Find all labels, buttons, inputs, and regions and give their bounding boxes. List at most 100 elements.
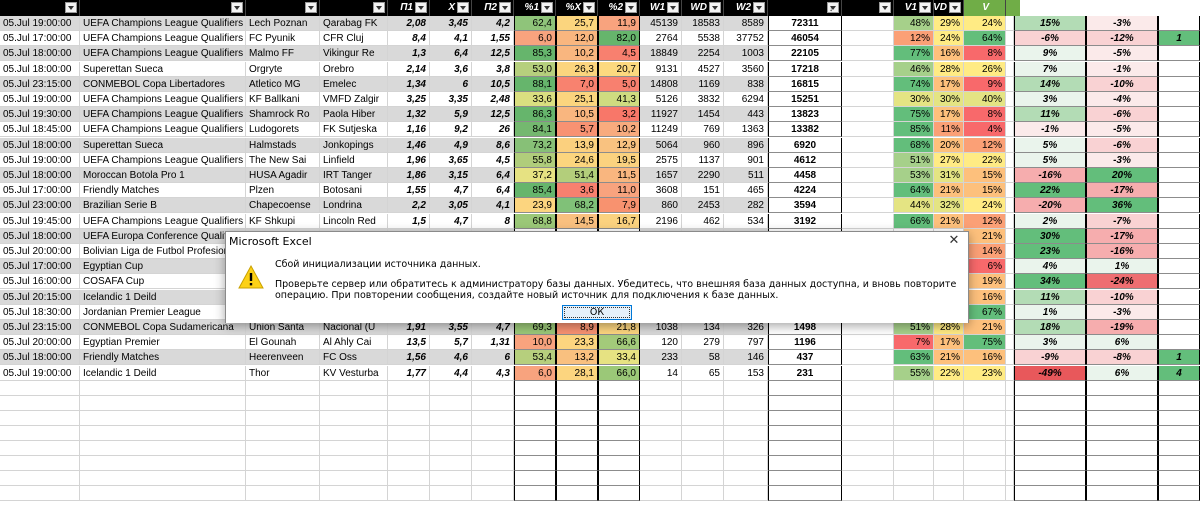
cell-w1[interactable]: 860 — [640, 198, 682, 213]
cell-pctx[interactable]: 7,0 — [556, 77, 598, 92]
cell-vd[interactable]: 16% — [934, 46, 964, 61]
cell-blank[interactable] — [842, 168, 894, 183]
cell-wd[interactable]: 65 — [682, 366, 724, 381]
cell-gap[interactable] — [1006, 198, 1014, 213]
cell-total[interactable]: 3192 — [768, 214, 842, 229]
empty-cell[interactable] — [934, 471, 964, 486]
cell-e2[interactable]: 36% — [1086, 198, 1158, 213]
cell-w2[interactable]: 326 — [724, 320, 768, 335]
empty-cell[interactable] — [1006, 426, 1014, 441]
cell-away[interactable]: Botosani — [320, 183, 388, 198]
cell-league[interactable]: Egyptian Premier — [80, 335, 246, 350]
cell-e3[interactable] — [1158, 244, 1200, 259]
empty-cell[interactable] — [724, 426, 768, 441]
cell-wd[interactable]: 18583 — [682, 16, 724, 31]
cell-vd[interactable]: 22% — [934, 366, 964, 381]
empty-cell[interactable] — [894, 471, 934, 486]
cell-league[interactable]: Icelandic 1 Deild — [80, 290, 246, 305]
cell-gap[interactable] — [1006, 168, 1014, 183]
cell-e3[interactable] — [1158, 229, 1200, 244]
cell-total[interactable]: 6920 — [768, 138, 842, 153]
cell-total[interactable]: 4612 — [768, 153, 842, 168]
cell-wd[interactable]: 5538 — [682, 31, 724, 46]
cell-blank[interactable] — [842, 335, 894, 350]
cell-away[interactable]: KV Vesturba — [320, 366, 388, 381]
cell-e3[interactable] — [1158, 107, 1200, 122]
empty-cell[interactable] — [964, 426, 1006, 441]
cell-wd[interactable]: 2254 — [682, 46, 724, 61]
empty-cell[interactable] — [556, 381, 598, 396]
empty-cell[interactable] — [514, 426, 556, 441]
cell-date[interactable]: 05.Jul 17:00:00 — [0, 31, 80, 46]
cell-pctx[interactable]: 26,3 — [556, 62, 598, 77]
cell-pct1[interactable]: 37,2 — [514, 168, 556, 183]
cell-w1[interactable]: 14 — [640, 366, 682, 381]
cell-v1[interactable]: 48% — [894, 16, 934, 31]
empty-cell[interactable] — [472, 396, 514, 411]
cell-gap[interactable] — [1006, 31, 1014, 46]
cell-w1[interactable]: 18849 — [640, 46, 682, 61]
cell-pct2[interactable]: 12,9 — [598, 138, 640, 153]
cell-e2[interactable]: -3% — [1086, 16, 1158, 31]
cell-blank[interactable] — [842, 16, 894, 31]
cell-x[interactable]: 3,35 — [430, 92, 472, 107]
cell-v2[interactable]: 6% — [964, 259, 1006, 274]
cell-blank[interactable] — [842, 62, 894, 77]
cell-p1[interactable]: 1,86 — [388, 168, 430, 183]
cell-pct1[interactable]: 86,3 — [514, 107, 556, 122]
cell-x[interactable]: 6 — [430, 77, 472, 92]
cell-e3[interactable] — [1158, 290, 1200, 305]
cell-pct1[interactable]: 6,0 — [514, 366, 556, 381]
empty-cell[interactable] — [894, 411, 934, 426]
cell-e2[interactable]: -8% — [1086, 350, 1158, 365]
cell-gap[interactable] — [1006, 77, 1014, 92]
cell-v1[interactable]: 30% — [894, 92, 934, 107]
empty-cell[interactable] — [246, 411, 320, 426]
cell-v2[interactable]: 21% — [964, 229, 1006, 244]
cell-e3[interactable] — [1158, 320, 1200, 335]
cell-pctx[interactable]: 14,5 — [556, 214, 598, 229]
cell-p2[interactable]: 4,1 — [472, 198, 514, 213]
cell-pct2[interactable]: 19,5 — [598, 153, 640, 168]
empty-cell[interactable] — [472, 441, 514, 456]
empty-cell[interactable] — [682, 441, 724, 456]
cell-home[interactable]: Atletico MG — [246, 77, 320, 92]
empty-cell[interactable] — [724, 486, 768, 501]
cell-e2[interactable]: -5% — [1086, 122, 1158, 137]
cell-away[interactable]: FC Oss — [320, 350, 388, 365]
empty-cell[interactable] — [682, 426, 724, 441]
cell-e3[interactable] — [1158, 335, 1200, 350]
empty-cell[interactable] — [80, 486, 246, 501]
cell-blank[interactable] — [842, 31, 894, 46]
cell-w1[interactable]: 1038 — [640, 320, 682, 335]
cell-away[interactable]: Qarabag FK — [320, 16, 388, 31]
empty-cell[interactable] — [1158, 471, 1200, 486]
cell-x[interactable]: 3,55 — [430, 320, 472, 335]
cell-blank[interactable] — [842, 320, 894, 335]
empty-cell[interactable] — [1006, 396, 1014, 411]
empty-cell[interactable] — [0, 441, 80, 456]
cell-p1[interactable]: 1,34 — [388, 77, 430, 92]
empty-cell[interactable] — [1014, 471, 1086, 486]
cell-w1[interactable]: 1657 — [640, 168, 682, 183]
empty-cell[interactable] — [556, 396, 598, 411]
cell-pct2[interactable]: 21,8 — [598, 320, 640, 335]
cell-home[interactable]: FC Pyunik — [246, 31, 320, 46]
empty-cell[interactable] — [320, 456, 388, 471]
empty-cell[interactable] — [1086, 381, 1158, 396]
cell-w1[interactable]: 3608 — [640, 183, 682, 198]
empty-cell[interactable] — [1014, 426, 1086, 441]
cell-e2[interactable]: -5% — [1086, 46, 1158, 61]
filter-dropdown-icon[interactable] — [625, 2, 637, 13]
ok-button[interactable]: ОК — [562, 305, 632, 320]
cell-date[interactable]: 05.Jul 18:30:00 — [0, 305, 80, 320]
cell-league[interactable]: UEFA Champions League Qualifiers — [80, 122, 246, 137]
empty-cell[interactable] — [768, 486, 842, 501]
cell-home[interactable]: The New Sai — [246, 153, 320, 168]
filter-dropdown-icon[interactable] — [415, 2, 427, 13]
cell-v1[interactable]: 66% — [894, 214, 934, 229]
cell-away[interactable]: Nacional (U — [320, 320, 388, 335]
empty-cell[interactable] — [556, 486, 598, 501]
empty-cell[interactable] — [1006, 471, 1014, 486]
cell-wd[interactable]: 462 — [682, 214, 724, 229]
